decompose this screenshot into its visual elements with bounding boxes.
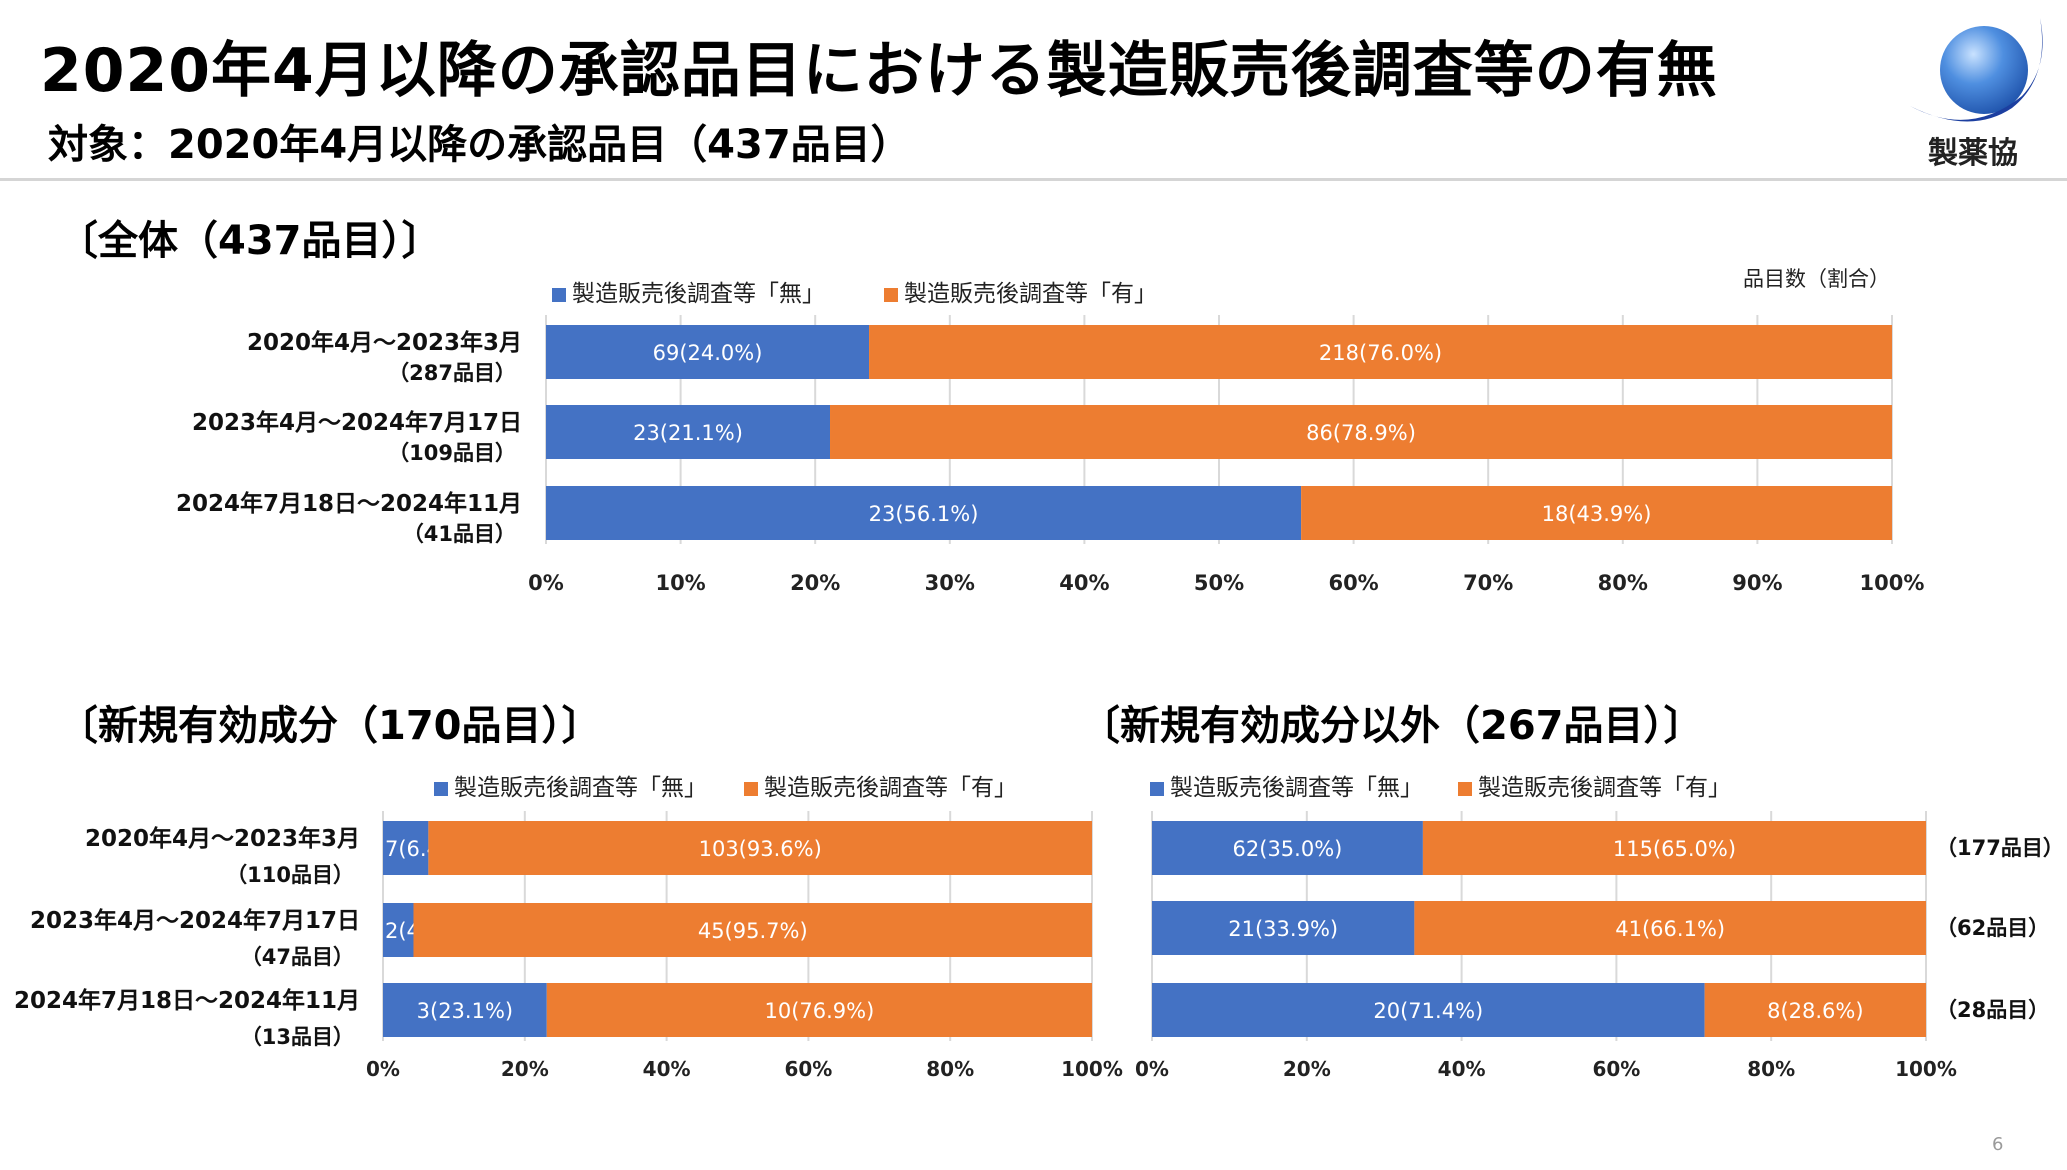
logo-label: 製薬協 <box>1928 136 2018 171</box>
category-count-label: （287品目） <box>388 361 516 385</box>
x-tick-label: 40% <box>643 1057 691 1081</box>
section-title-other: 〔新規有効成分以外（267品目）〕 <box>1080 703 1704 749</box>
category-count-label: （110品目） <box>226 863 354 887</box>
data-label: 8(28.6%) <box>1767 999 1863 1023</box>
data-label: 20(71.4%) <box>1373 999 1483 1023</box>
legend-entry: 製造販売後調査等「無」 <box>1170 775 1423 801</box>
bar-segment-yes <box>428 821 1093 875</box>
bar-segment-no <box>1152 983 1705 1037</box>
chart-other: 0% 20% 40% 60% 80% 100% 製造販売後調査等「無」 製造販売後調査等「有」… <box>1135 775 2064 1081</box>
page-subtitle: 対象：2020年4月以降の承認品目（437品目） <box>48 122 911 168</box>
page-title: 2020年4月以降の承認品目における製造販売後調査等の有無 <box>40 36 1718 106</box>
bar-segment-no <box>546 486 1302 540</box>
jpma-logo-icon <box>1910 18 2043 122</box>
legend-entry: 製造販売後調査等「有」 <box>1478 775 1731 801</box>
x-tick-label: 80% <box>926 1057 974 1081</box>
unit-note: 品目数（割合） <box>1743 267 1890 291</box>
category-count-label: （13品目） <box>241 1025 354 1049</box>
page-number: 6 <box>1992 1134 2004 1155</box>
bar-segment-no <box>383 821 429 875</box>
x-tick-label: 40% <box>1438 1057 1486 1081</box>
category-label: 2024年7月18日～2024年11月 <box>176 490 522 517</box>
section-title-new-active: 〔新規有効成分（170品目）〕 <box>58 703 602 749</box>
category-count-label: （109品目） <box>388 441 516 465</box>
x-tick-label: 30% <box>925 571 975 595</box>
legend-swatch <box>1458 782 1472 796</box>
x-tick-label: 90% <box>1732 571 1782 595</box>
x-tick-label: 50% <box>1194 571 1244 595</box>
chart-overall: 0% 10% 20% 30% 40% 50% 60% 70% 80% 90% 100% 製造販売後調査… <box>176 267 1925 595</box>
legend-swatch <box>434 782 448 796</box>
row-count-label: （177品目） <box>1936 836 2064 860</box>
data-label: 23(56.1%) <box>869 502 979 526</box>
category-label: 2023年4月～2024年7月17日 <box>192 409 522 436</box>
bar-segment-yes <box>830 405 1892 459</box>
legend-swatch <box>884 288 898 302</box>
x-tick-label: 0% <box>528 571 564 595</box>
x-tick-label: 80% <box>1747 1057 1795 1081</box>
category-count-label: （47品目） <box>241 945 354 969</box>
data-label: 45(95.7%) <box>698 919 808 943</box>
x-tick-label: 60% <box>1592 1057 1640 1081</box>
chart-new-active: 0% 20% 40% 60% 80% 100% 製造販売後調査等「無」 製造販売後調査等「有」… <box>14 775 1123 1081</box>
bar-segment-yes <box>413 903 1092 957</box>
bar-segment-yes <box>869 325 1892 379</box>
bar-segment-no <box>383 983 547 1037</box>
category-label: 2020年4月～2023年3月 <box>247 329 522 356</box>
bar-segment-yes <box>1301 486 1892 540</box>
data-label: 86(78.9%) <box>1306 421 1416 445</box>
data-label: 62(35.0%) <box>1233 837 1343 861</box>
bar-segment-yes <box>1414 901 1926 955</box>
data-label: 18(43.9%) <box>1542 502 1652 526</box>
data-label: 23(21.1%) <box>633 421 743 445</box>
x-tick-label: 20% <box>501 1057 549 1081</box>
x-tick-label: 80% <box>1598 571 1648 595</box>
legend-entry: 製造販売後調査等「無」 <box>572 281 825 307</box>
x-tick-label: 60% <box>784 1057 832 1081</box>
data-label: 10(76.9%) <box>764 999 874 1023</box>
x-tick-label: 100% <box>1860 571 1925 595</box>
row-count-label: （28品目） <box>1936 998 2049 1022</box>
bar-segment-yes <box>1422 821 1926 875</box>
category-label: 2020年4月～2023年3月 <box>85 825 360 852</box>
legend-swatch <box>1150 782 1164 796</box>
data-label: 3(23.1%) <box>417 999 513 1023</box>
x-tick-label: 20% <box>790 571 840 595</box>
data-label: 115(65.0%) <box>1613 837 1736 861</box>
row-count-label: （62品目） <box>1936 916 2049 940</box>
x-tick-label: 40% <box>1059 571 1109 595</box>
legend-entry: 製造販売後調査等「無」 <box>454 775 707 801</box>
bar-segment-no <box>546 325 870 379</box>
legend-entry: 製造販売後調査等「有」 <box>904 281 1157 307</box>
bar-segment-no <box>546 405 831 459</box>
x-tick-label: 100% <box>1895 1057 1957 1081</box>
bar-segment-no <box>383 903 414 957</box>
x-tick-label: 20% <box>1283 1057 1331 1081</box>
x-tick-label: 70% <box>1463 571 1513 595</box>
data-label: 69(24.0%) <box>653 341 763 365</box>
x-tick-label: 10% <box>655 571 705 595</box>
data-label: 103(93.6%) <box>699 837 822 861</box>
bar-segment-yes <box>1704 983 1926 1037</box>
legend-swatch <box>744 782 758 796</box>
data-label: 218(76.0%) <box>1319 341 1442 365</box>
bar-segment-yes <box>546 983 1092 1037</box>
header-divider <box>0 178 2067 181</box>
x-tick-label: 0% <box>1135 1057 1169 1081</box>
bar-segment-no <box>1152 821 1423 875</box>
section-title-overall: 〔全体（437品目）〕 <box>58 218 442 264</box>
x-tick-label: 100% <box>1061 1057 1123 1081</box>
legend-entry: 製造販売後調査等「有」 <box>764 775 1017 801</box>
category-label: 2023年4月～2024年7月17日 <box>30 907 360 934</box>
category-count-label: （41品目） <box>403 522 516 546</box>
x-tick-label: 60% <box>1328 571 1378 595</box>
x-tick-label: 0% <box>366 1057 400 1081</box>
legend-swatch <box>552 288 566 302</box>
data-label: 21(33.9%) <box>1228 917 1338 941</box>
category-label: 2024年7月18日～2024年11月 <box>14 987 360 1014</box>
data-label: 41(66.1%) <box>1615 917 1725 941</box>
bar-segment-no <box>1152 901 1415 955</box>
